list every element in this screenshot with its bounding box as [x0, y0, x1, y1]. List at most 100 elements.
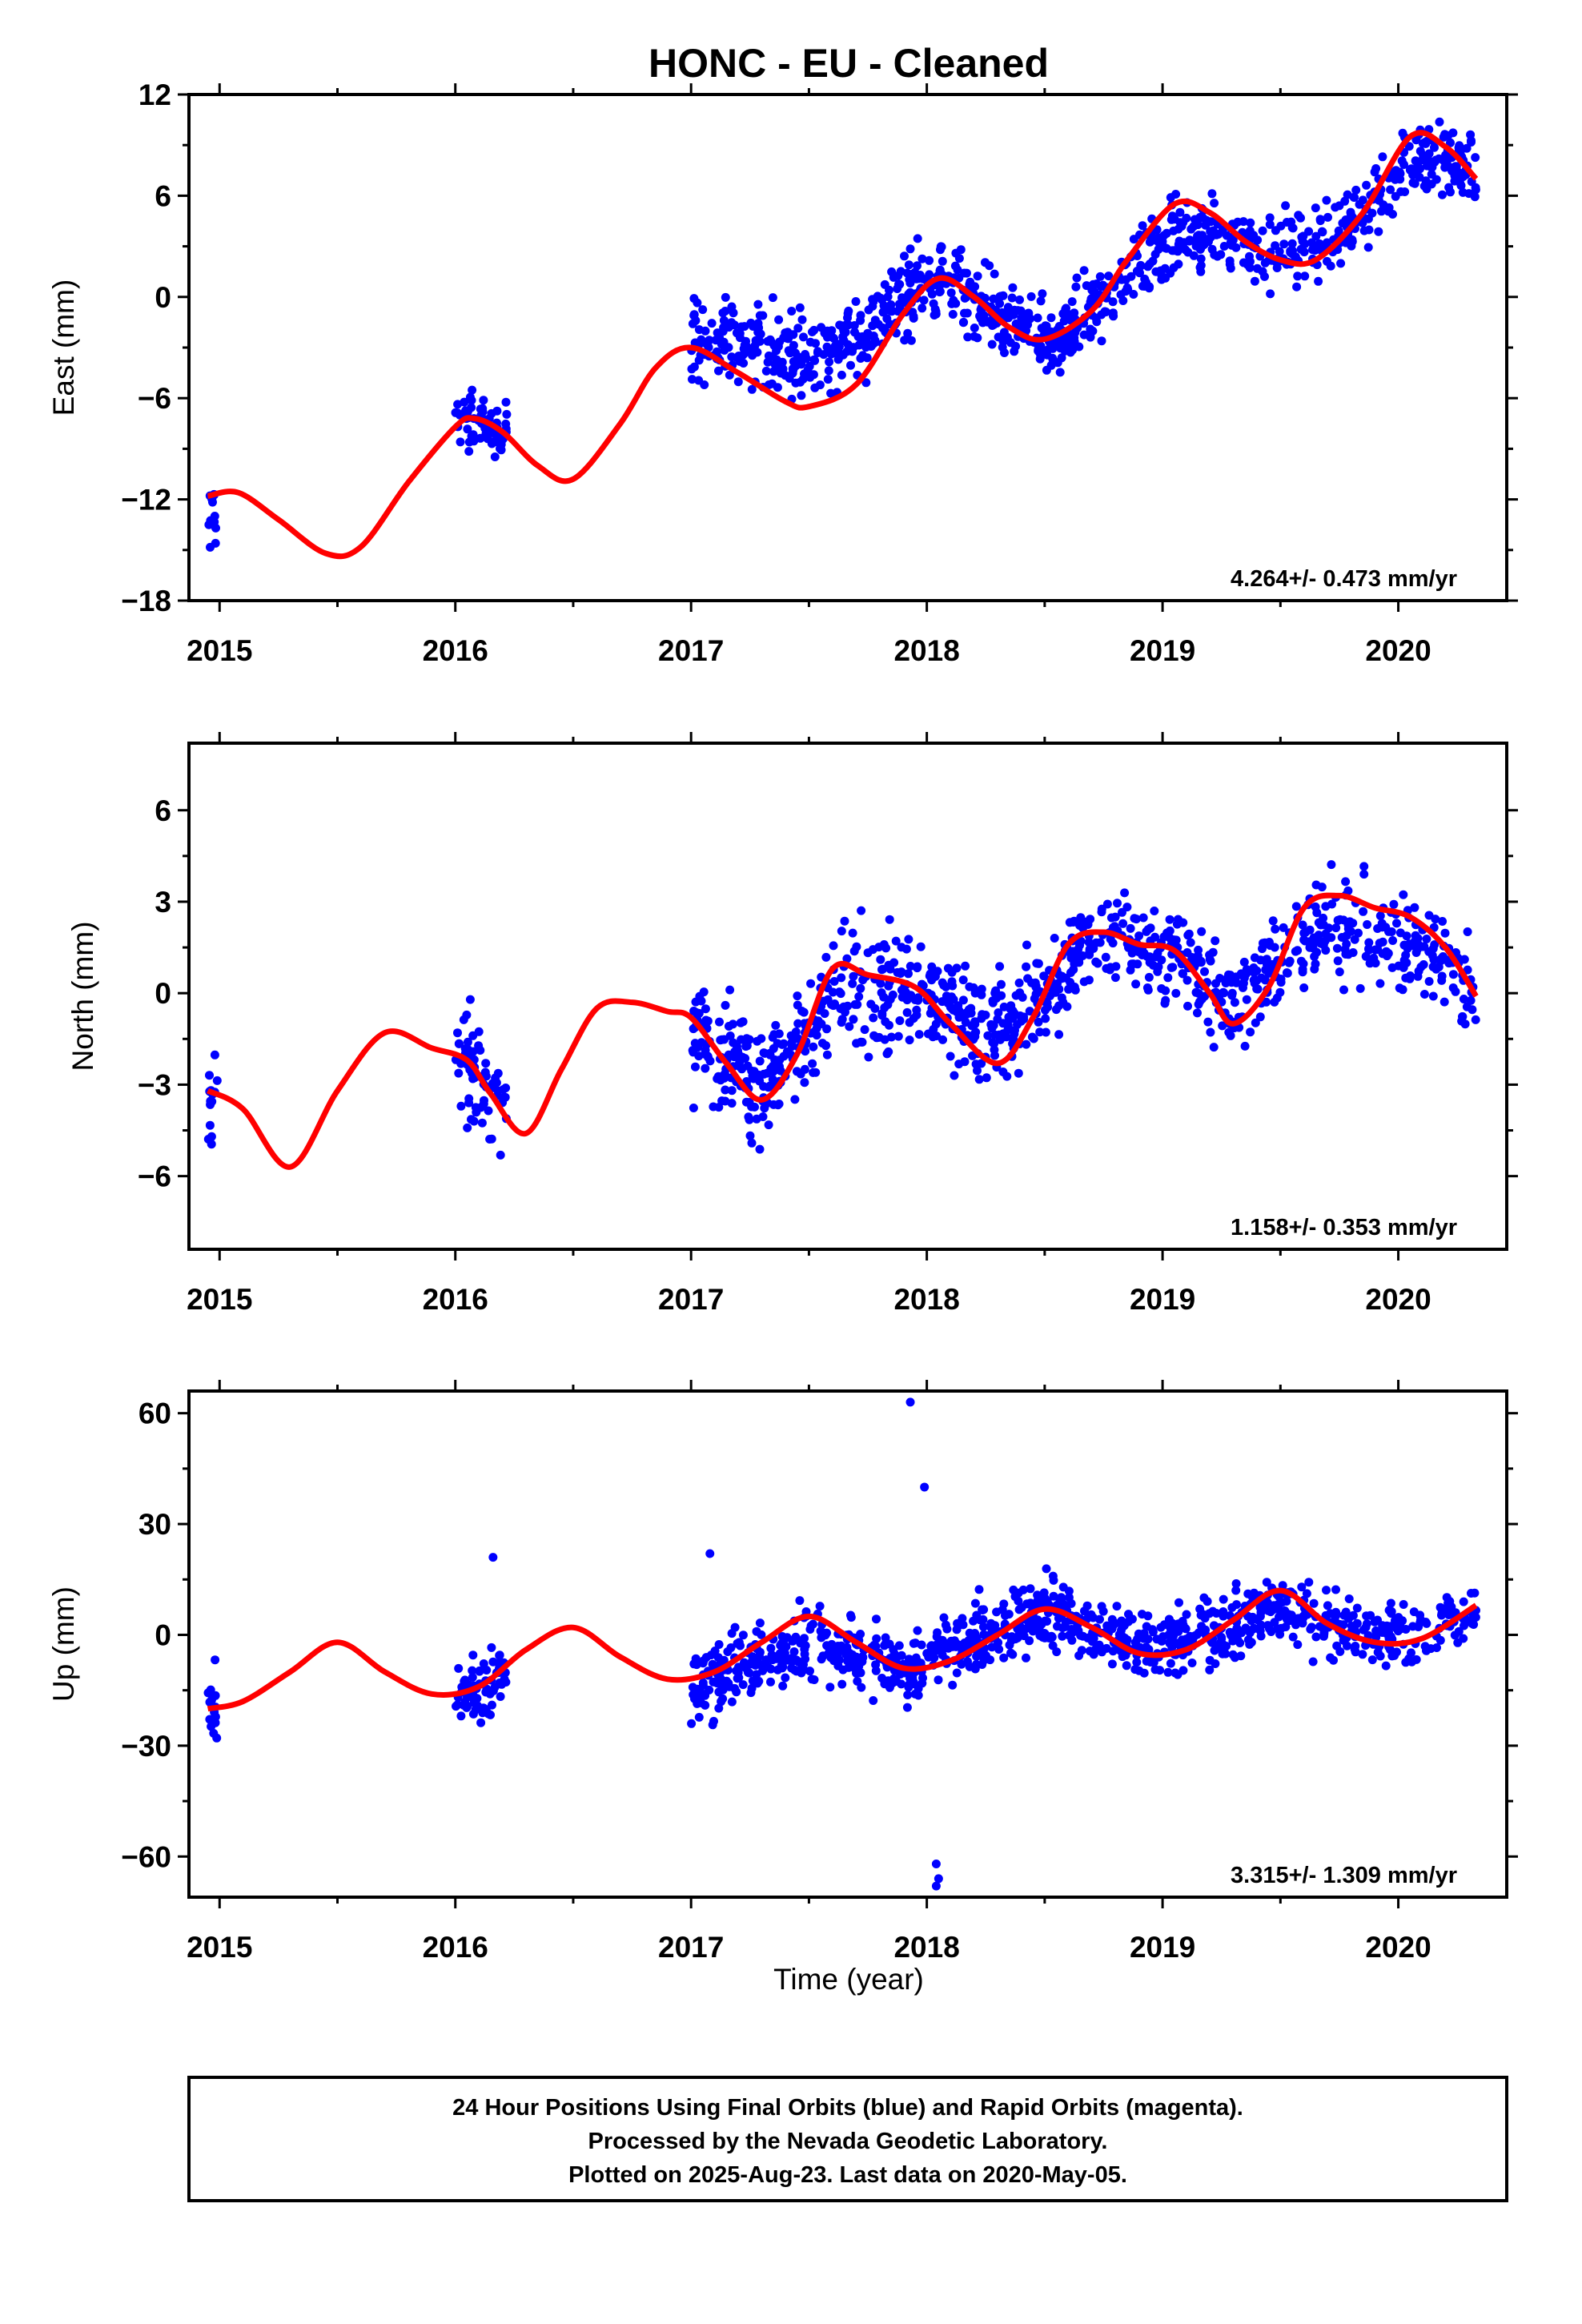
data-point [1460, 955, 1469, 964]
data-point [903, 1691, 913, 1699]
data-point [776, 1641, 785, 1650]
data-point [464, 447, 474, 456]
data-point [1074, 944, 1083, 954]
data-point [456, 1711, 466, 1721]
data-point [1362, 1611, 1371, 1621]
data-point [1009, 1035, 1018, 1044]
data-point [1170, 1668, 1180, 1678]
data-point [974, 1585, 984, 1594]
data-point-outlier [905, 1397, 915, 1407]
y-tick-label: −6 [138, 1160, 171, 1193]
data-point [849, 1015, 858, 1024]
data-point [1444, 183, 1454, 192]
data-point [1022, 962, 1031, 971]
data-point [1405, 165, 1415, 175]
data-point [914, 1030, 924, 1039]
data-point [934, 1675, 943, 1685]
data-point [939, 1613, 949, 1622]
data-point [475, 1666, 484, 1675]
data-point [1470, 1588, 1480, 1598]
data-point [913, 963, 922, 973]
data-point [1259, 939, 1267, 948]
data-point [1364, 938, 1374, 947]
data-point [1396, 187, 1406, 196]
data-point [1323, 212, 1332, 222]
data-point [1415, 164, 1425, 174]
data-point [880, 1641, 889, 1651]
data-point [1467, 138, 1476, 147]
data-point [1444, 1610, 1454, 1619]
data-point [1371, 959, 1380, 968]
data-point [1175, 207, 1185, 217]
data-point [476, 433, 485, 443]
data-point [1183, 931, 1193, 940]
data-point [852, 942, 861, 951]
data-point [1456, 181, 1466, 191]
data-point [1041, 1027, 1050, 1037]
data-point [1434, 963, 1443, 971]
data-point [1088, 326, 1098, 336]
data-point [727, 1086, 737, 1096]
data-point [1042, 1564, 1051, 1574]
data-point [1331, 1585, 1340, 1594]
data-point [1014, 1068, 1023, 1078]
data-point [1270, 997, 1279, 1007]
data-point [791, 378, 801, 388]
data-point [1375, 1651, 1385, 1661]
data-point [1253, 984, 1263, 994]
data-point [822, 1628, 832, 1638]
data-point [700, 380, 709, 389]
data-point [1227, 978, 1236, 987]
data-point [1304, 227, 1314, 236]
data-point [961, 961, 970, 971]
data-point [466, 1047, 475, 1057]
data-point [492, 430, 500, 440]
data-point [840, 916, 849, 926]
data-point [1195, 231, 1204, 241]
data-point [463, 1123, 472, 1132]
data-point [978, 1010, 987, 1019]
data-point [1255, 1611, 1265, 1621]
data-point [1088, 1613, 1098, 1622]
data-point [1395, 167, 1404, 177]
data-point [694, 325, 704, 335]
data-point [1005, 1640, 1014, 1650]
data-point [753, 1036, 762, 1046]
data-point [1411, 931, 1420, 940]
y-tick-label: 6 [155, 179, 171, 212]
data-point [864, 305, 873, 315]
data-point [1041, 1005, 1050, 1015]
data-point [746, 1659, 755, 1668]
data-point [926, 1647, 935, 1657]
data-point [913, 1684, 923, 1694]
data-point [487, 408, 496, 418]
data-point [1252, 263, 1262, 273]
data-point [821, 952, 831, 962]
data-point [781, 1673, 790, 1683]
data-point [1008, 283, 1018, 292]
data-point [1124, 1610, 1133, 1619]
plot-frame [187, 1389, 1508, 1899]
data-point [1419, 990, 1429, 999]
data-point [1381, 1661, 1391, 1671]
data-point [970, 1598, 980, 1608]
data-point [1094, 1640, 1104, 1650]
data-point [1355, 983, 1365, 993]
data-point [809, 1027, 819, 1037]
data-point [971, 1659, 981, 1669]
x-tick-label: 2019 [1130, 634, 1195, 667]
data-point [691, 997, 701, 1007]
data-point [965, 1628, 974, 1638]
data-point [1219, 242, 1229, 251]
data-point [1218, 1021, 1227, 1031]
data-point [1054, 1030, 1064, 1039]
data-point [1195, 212, 1205, 222]
data-point [1411, 1655, 1421, 1664]
data-point [1404, 142, 1414, 151]
data-point [1441, 151, 1451, 160]
data-point [781, 371, 790, 380]
x-tick-label: 2016 [423, 634, 488, 667]
data-point [1399, 1600, 1408, 1609]
data-point [769, 340, 779, 350]
data-point [1193, 1008, 1202, 1018]
